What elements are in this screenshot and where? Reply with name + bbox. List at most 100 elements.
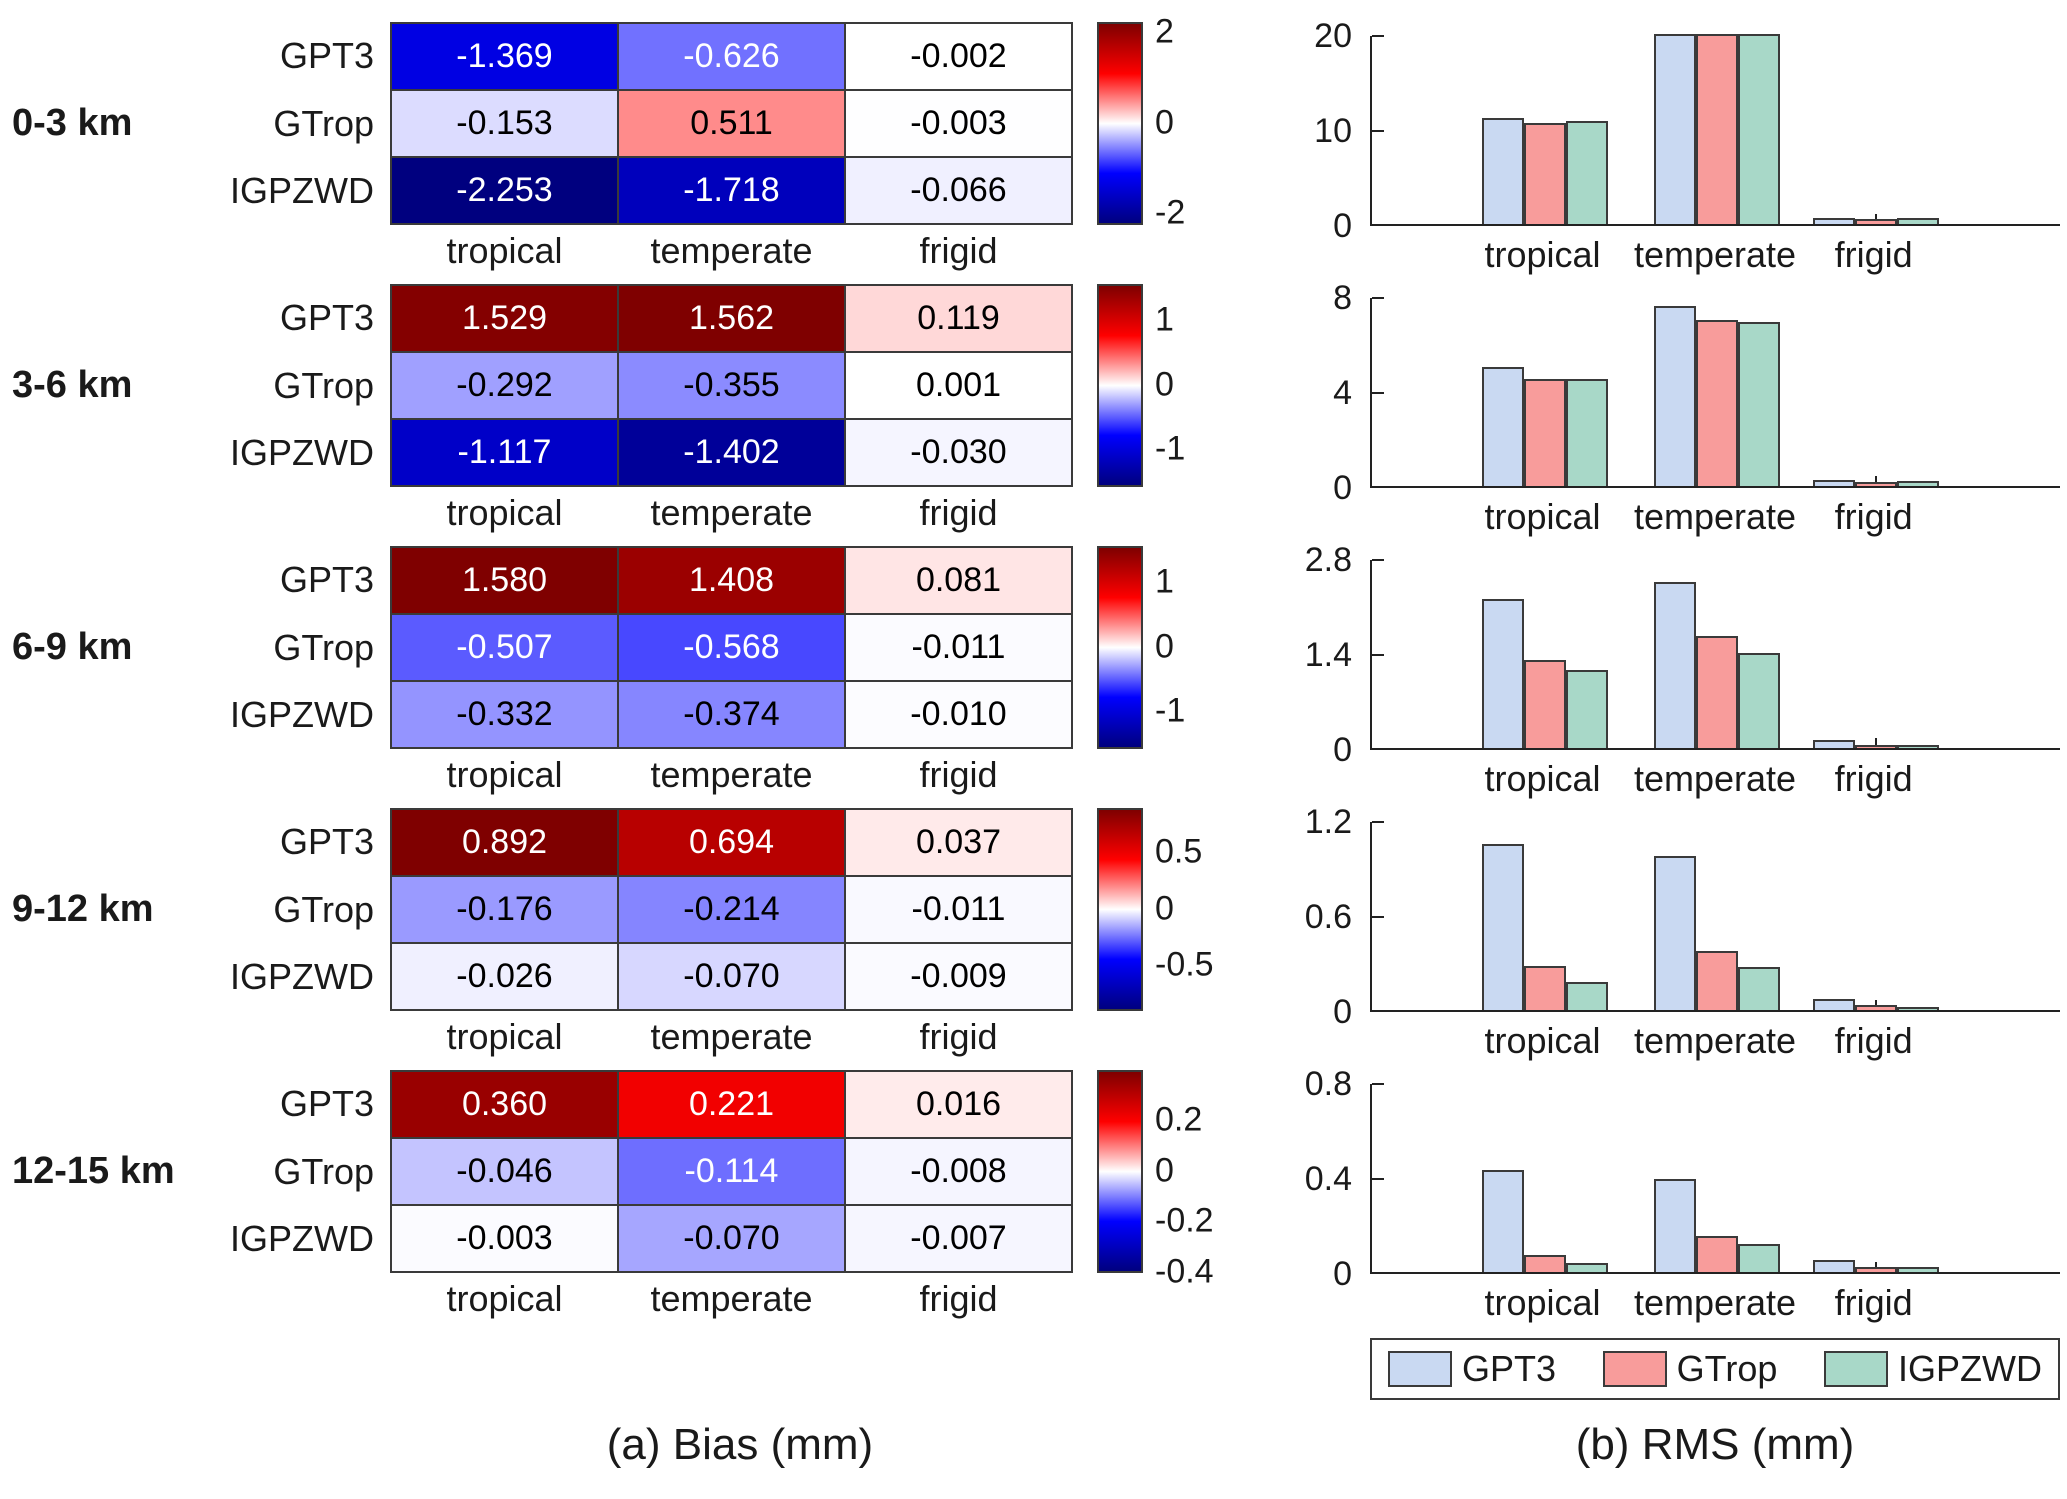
bar-chart-block: 0 0.4 0.8 tropical temperate frigid: [1240, 1065, 2067, 1332]
bar-plot-area: [1370, 821, 2060, 1012]
heatmap-cell: -0.332: [392, 682, 617, 747]
colorbar-tick-label: -0.4: [1155, 1252, 1214, 1291]
heatmap-cell: 0.016: [846, 1072, 1071, 1137]
heatmap-cell: -0.568: [619, 615, 844, 680]
heatmap-main: GPT3 GTrop IGPZWD 0.892 0.694 0.037 -0.176 -0.2…: [175, 808, 1073, 1063]
bar-igpzwd: [1738, 967, 1780, 1010]
bar-gtrop: [1523, 379, 1566, 486]
heatmap-cell: -0.026: [392, 944, 617, 1009]
x-category-label: frigid: [1834, 234, 1913, 275]
heatmap-cell: -0.002: [846, 24, 1071, 89]
legend-label: GPT3: [1462, 1348, 1557, 1389]
heatmap-rows: GPT3 GTrop IGPZWD 0.892 0.694 0.037 -0.176 -0.2…: [175, 808, 1073, 1011]
colorbar-tick-label: 1: [1155, 562, 1174, 601]
row-label: GPT3: [279, 558, 374, 600]
heatmap-cell: 0.360: [392, 1072, 617, 1137]
colorbar: 0.2 0 -0.2 -0.4: [1097, 1070, 1232, 1291]
bar-gpt3: [1812, 480, 1855, 486]
y-tick-mark: [1372, 130, 1384, 132]
row-label: GPT3: [279, 1082, 374, 1124]
colorbar-tick-label: -0.2: [1155, 1201, 1214, 1240]
heatmap-main: GPT3 GTrop IGPZWD 0.360 0.221 0.016 -0.046 -0.1…: [175, 1070, 1073, 1325]
heatmap-cell: -0.214: [619, 877, 844, 942]
x-tick-mark: [1874, 738, 1877, 748]
x-category-label: tropical: [1484, 496, 1601, 537]
y-tick-mark: [1372, 916, 1384, 918]
x-tick-mark: [1874, 214, 1877, 224]
y-tick-label: 0: [1333, 469, 1352, 507]
rms-legend: GPT3 GTrop IGPZWD: [1370, 1338, 2060, 1400]
heatmap-cell: -0.292: [392, 353, 617, 418]
colorbar-gradient: [1097, 284, 1143, 487]
heatmap-cell: -0.003: [392, 1206, 617, 1271]
heatmap-cell: 0.511: [619, 91, 844, 156]
colorbar: 2 0 -2: [1097, 13, 1232, 231]
bar-gtrop: [1696, 319, 1738, 486]
bar-gpt3: [1481, 117, 1524, 224]
heatmap-rows: GPT3 GTrop IGPZWD 1.580 1.408 0.081 -0.507 -0.5…: [175, 546, 1073, 749]
x-category-label: temperate: [1633, 234, 1797, 275]
column-label: frigid: [919, 1016, 998, 1057]
row-label: GTrop: [273, 364, 374, 406]
colorbar-tick-label: 0.5: [1155, 832, 1203, 871]
row-labels: GPT3 GTrop IGPZWD: [175, 1070, 390, 1273]
column-label: frigid: [919, 230, 998, 271]
row-label: GTrop: [273, 626, 374, 668]
heatmap-cell: -0.030: [846, 420, 1071, 485]
row-labels: GPT3 GTrop IGPZWD: [175, 284, 390, 487]
y-tick-mark: [1372, 1178, 1384, 1180]
heatmap-cell: -0.153: [392, 91, 617, 156]
heatmap-cell: -0.007: [846, 1206, 1071, 1271]
bar-gtrop: [1523, 1255, 1566, 1272]
bar-gtrop: [1523, 123, 1566, 224]
row-labels: GPT3 GTrop IGPZWD: [175, 22, 390, 225]
x-category-label: temperate: [1633, 1282, 1797, 1323]
column-labels: tropical temperate frigid: [392, 1011, 1073, 1063]
heatmap-cell: -1.718: [619, 158, 844, 223]
y-tick-label: 8: [1333, 279, 1352, 317]
colorbar-gradient: [1097, 22, 1143, 225]
bar-plot-area: [1370, 559, 2060, 750]
legend-swatch-gtrop: [1602, 1351, 1667, 1387]
bar-gpt3: [1812, 998, 1855, 1010]
heatmap-main: GPT3 GTrop IGPZWD 1.529 1.562 0.119 -0.292 -0.3…: [175, 284, 1073, 539]
row-label: IGPZWD: [230, 1218, 374, 1260]
y-tick-label: 0.4: [1304, 1160, 1352, 1198]
row-labels: GPT3 GTrop IGPZWD: [175, 546, 390, 749]
column-label: tropical: [446, 1016, 563, 1057]
bar-gtrop: [1696, 636, 1738, 748]
bar-igpzwd: [1565, 121, 1608, 224]
bar-gpt3: [1654, 34, 1696, 224]
colorbar-tick-label: -1: [1155, 691, 1186, 730]
bar-igpzwd: [1896, 218, 1939, 224]
heatmap-cell: -0.507: [392, 615, 617, 680]
heatmap-rows: GPT3 GTrop IGPZWD 0.360 0.221 0.016 -0.046 -0.1…: [175, 1070, 1073, 1273]
heatmap-cell: -1.117: [392, 420, 617, 485]
colorbar-tick-label: 0: [1155, 103, 1174, 142]
legend-item: GTrop: [1602, 1348, 1777, 1390]
y-tick-label: 0: [1333, 1255, 1352, 1293]
bar-gpt3: [1481, 367, 1524, 486]
colorbar-gradient: [1097, 1070, 1143, 1273]
bar-igpzwd: [1565, 1262, 1608, 1272]
x-category-label: frigid: [1834, 496, 1913, 537]
bar-plot-area: [1370, 297, 2060, 488]
bar-gtrop: [1854, 1267, 1897, 1272]
heatmap-cell: 0.694: [619, 810, 844, 875]
heatmap-cell: 0.119: [846, 286, 1071, 351]
column-label: temperate: [650, 1278, 813, 1319]
heatmap-grid: 1.529 1.562 0.119 -0.292 -0.355 0.001 -1.117 -1…: [390, 284, 1073, 487]
x-category-label: temperate: [1633, 496, 1797, 537]
heatmap-main: GPT3 GTrop IGPZWD 1.580 1.408 0.081 -0.507 -0.5…: [175, 546, 1073, 801]
bar-gpt3: [1481, 598, 1524, 748]
heatmap-block: 9-12 km GPT3 GTrop IGPZWD 0.892 0.694 0.037 -0.…: [0, 808, 1240, 1070]
x-category-label: temperate: [1633, 758, 1797, 799]
bias-panel: 0-3 km GPT3 GTrop IGPZWD -1.369 -0.626 -0.002-…: [0, 13, 1240, 1469]
bar-gtrop: [1523, 659, 1566, 748]
y-tick-mark: [1372, 297, 1384, 299]
x-category-label: tropical: [1484, 758, 1601, 799]
heatmap-cell: 1.408: [619, 548, 844, 613]
heatmap-cell: -0.008: [846, 1139, 1071, 1204]
y-tick-label: 10: [1314, 112, 1352, 150]
